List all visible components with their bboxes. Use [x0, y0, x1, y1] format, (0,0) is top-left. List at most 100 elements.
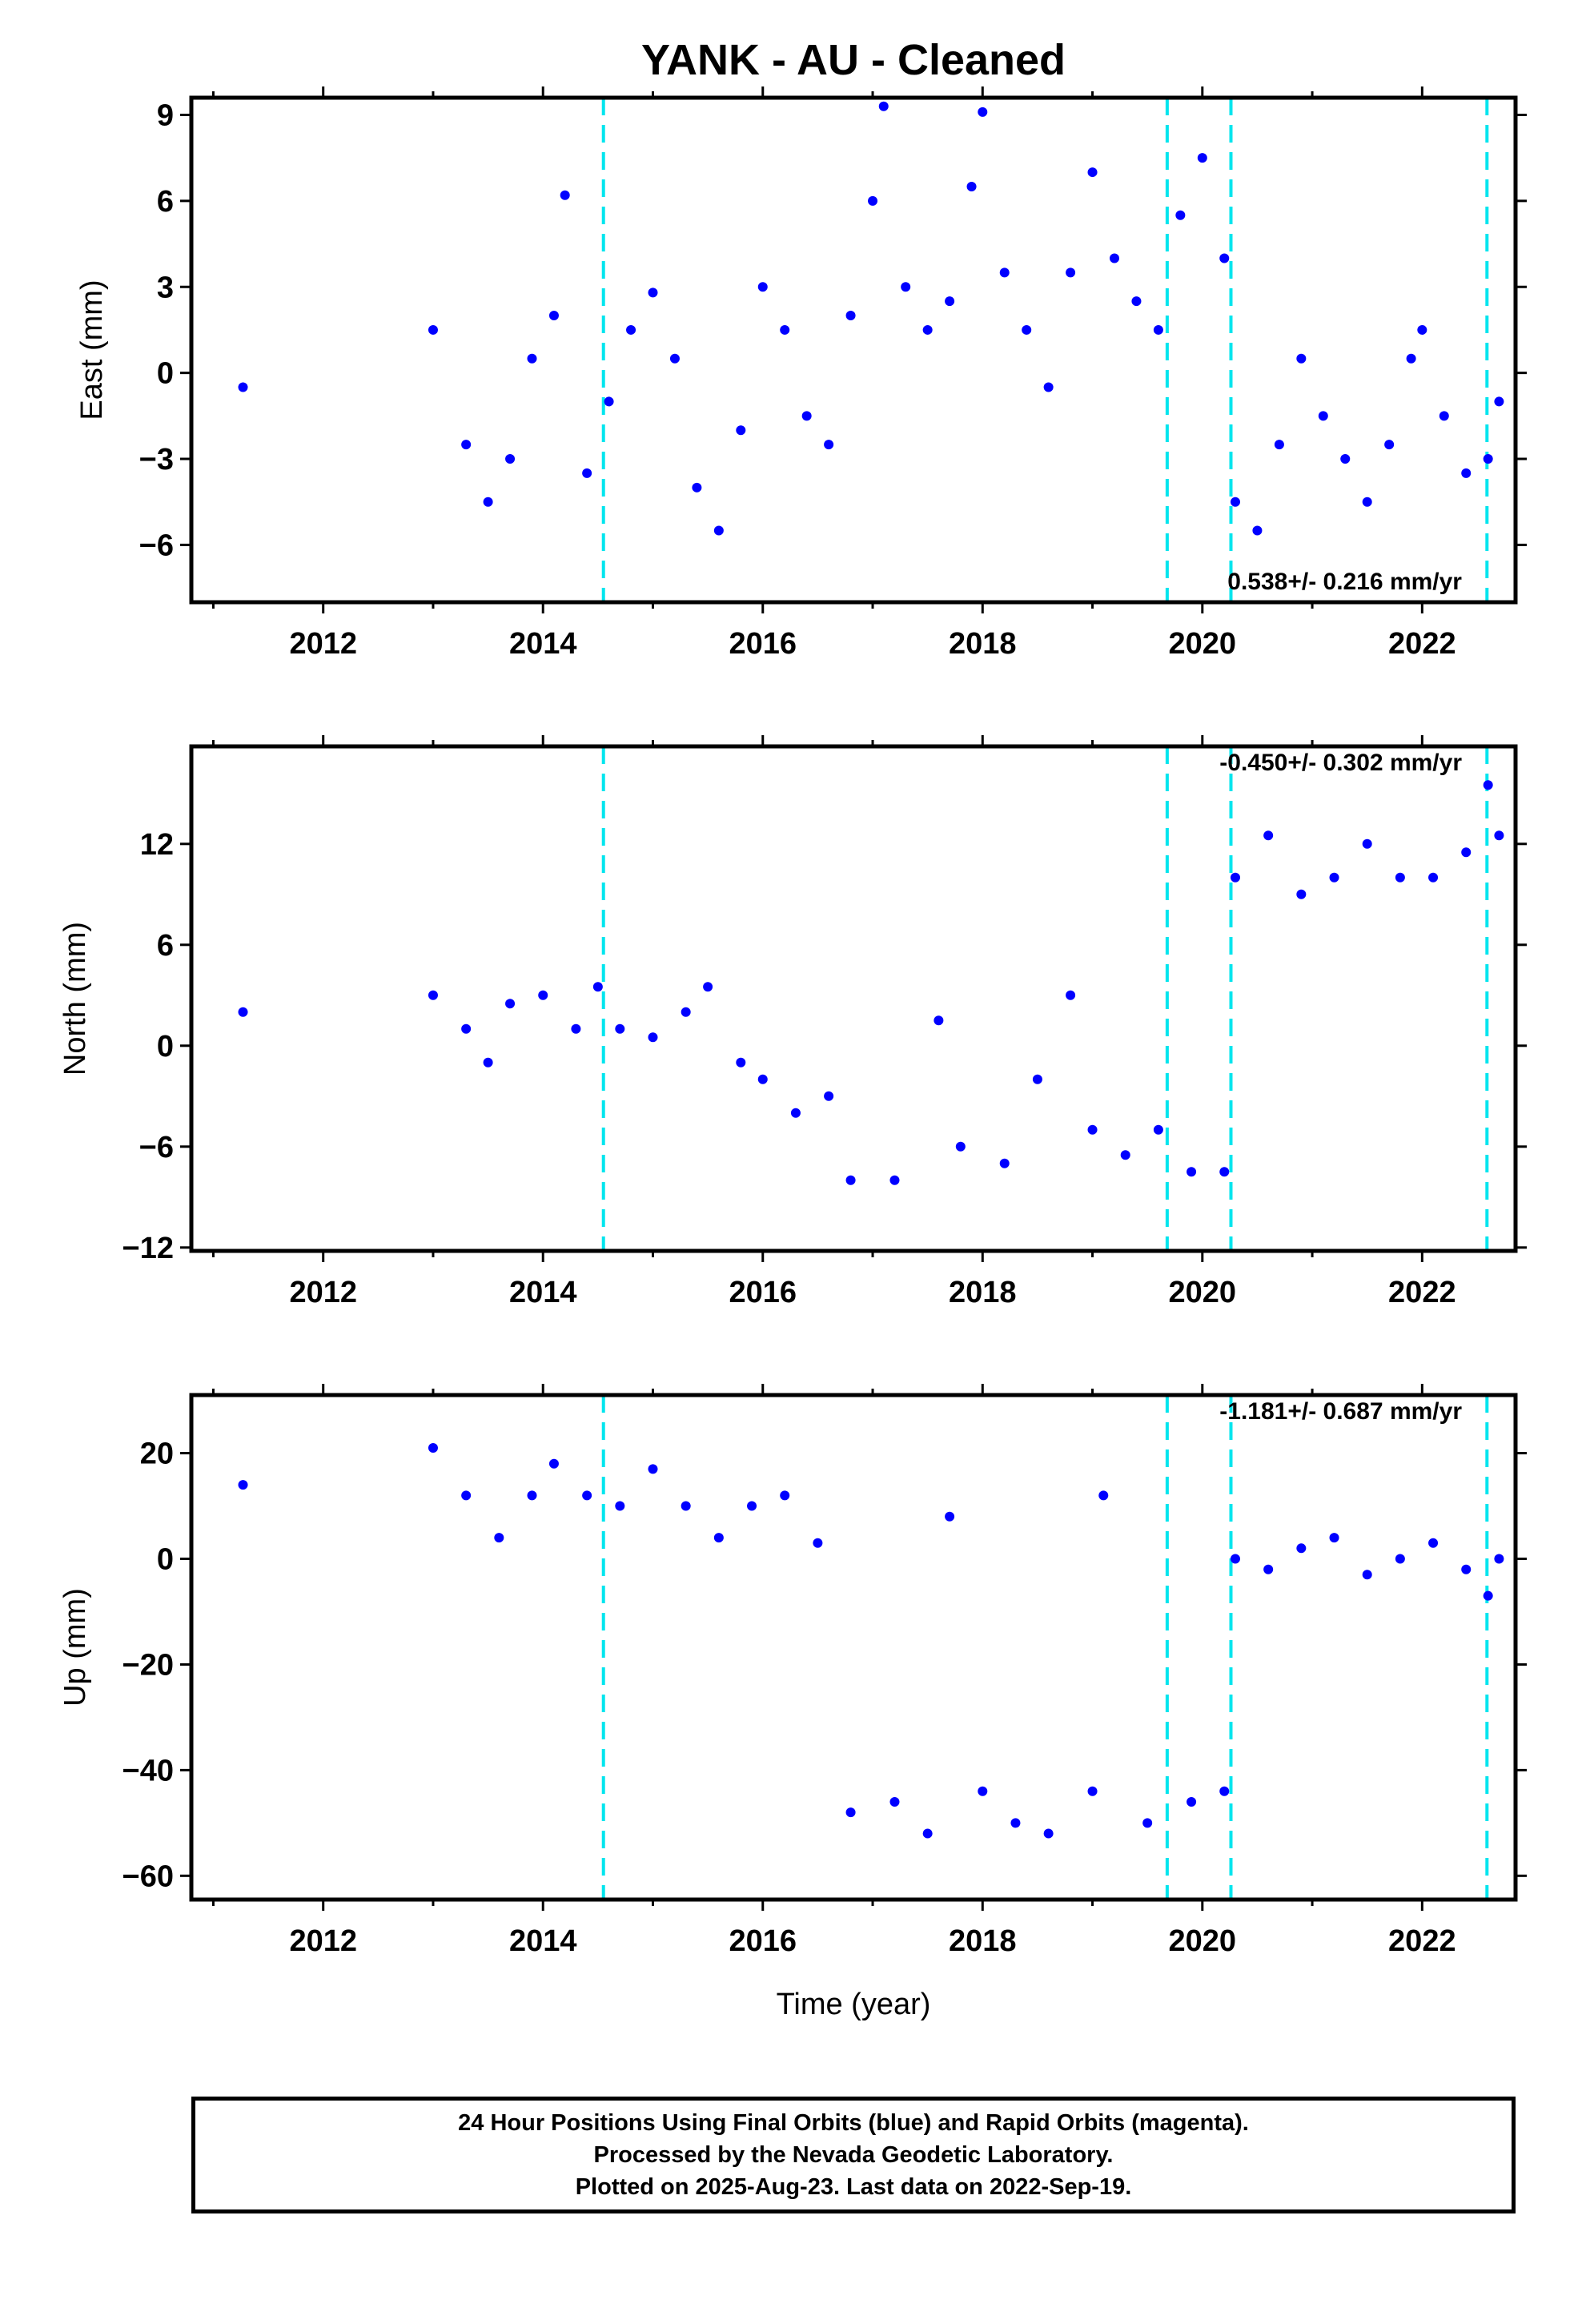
- north-data-point: [538, 990, 548, 1000]
- north-x-tick-label: 2016: [729, 1276, 797, 1309]
- north-data-point: [1032, 1074, 1042, 1084]
- north-data-point: [1263, 830, 1274, 841]
- east-data-point: [1406, 353, 1416, 364]
- east-data-point: [1022, 324, 1032, 335]
- east-data-point: [1483, 454, 1493, 464]
- north-data-point: [648, 1032, 658, 1043]
- north-data-point: [681, 1007, 691, 1017]
- east-data-point: [1296, 353, 1307, 364]
- east-data-point: [1219, 253, 1230, 263]
- east-data-point: [428, 324, 438, 335]
- up-plot-frame: [189, 1393, 1518, 1902]
- east-data-point: [560, 190, 570, 200]
- north-data-point: [999, 1158, 1010, 1168]
- east-data-point: [945, 296, 955, 307]
- east-data-point: [1175, 210, 1186, 220]
- north-data-point: [955, 1141, 966, 1152]
- north-data-point: [483, 1057, 493, 1068]
- east-data-point: [1153, 324, 1163, 335]
- up-data-point: [1329, 1533, 1339, 1543]
- north-data-point: [1120, 1150, 1130, 1160]
- north-data-point: [1461, 847, 1472, 858]
- east-y-tick-label: −6: [139, 529, 174, 562]
- north-data-point: [615, 1023, 625, 1034]
- north-data-point: [757, 1074, 768, 1084]
- east-plot-frame: [189, 95, 1518, 605]
- east-data-point: [548, 311, 559, 321]
- up-data-point: [813, 1538, 823, 1548]
- east-data-point: [238, 382, 248, 392]
- north-rate-label: -0.450+/- 0.302 mm/yr: [1219, 750, 1462, 776]
- up-x-tick-label: 2018: [949, 1924, 1017, 1958]
- north-data-point: [824, 1091, 834, 1101]
- east-data-point: [1340, 454, 1351, 464]
- east-panel: 2012 2014 2016 2018 2020 2022 9 6 3 0 −3 −6 East (mm…: [75, 86, 1527, 661]
- up-data-point: [1186, 1796, 1197, 1807]
- east-data-point: [626, 324, 636, 335]
- up-data-point: [1461, 1564, 1472, 1574]
- east-y-tick-label: 0: [157, 357, 174, 391]
- east-data-point: [922, 324, 933, 335]
- up-x-tick-label: 2020: [1169, 1924, 1237, 1958]
- east-data-point: [1066, 267, 1076, 278]
- east-data-point: [1197, 153, 1207, 163]
- north-x-tick-label: 2022: [1388, 1276, 1456, 1309]
- up-data-point: [1483, 1590, 1493, 1601]
- up-y-tick-label: 20: [140, 1437, 174, 1471]
- up-data-point: [548, 1458, 559, 1469]
- up-y-tick-label: −20: [122, 1648, 174, 1682]
- east-data-point: [757, 282, 768, 292]
- east-data-point: [801, 411, 812, 421]
- north-y-tick-label: −12: [122, 1232, 174, 1265]
- east-data-point: [713, 525, 724, 536]
- east-data-point: [1131, 296, 1142, 307]
- east-x-tick-label: 2020: [1169, 627, 1237, 661]
- east-x-tick-label: 2014: [509, 627, 577, 661]
- caption-box: 24 Hour Positions Using Final Orbits (bl…: [191, 2097, 1516, 2213]
- up-data-point: [527, 1490, 537, 1501]
- up-data-point: [780, 1490, 790, 1501]
- east-data-point: [978, 107, 988, 117]
- up-data-point: [648, 1464, 658, 1474]
- north-data-point: [1494, 830, 1504, 841]
- east-y-tick-label: 3: [157, 271, 174, 304]
- east-data-point: [868, 195, 878, 206]
- east-data-point: [1230, 497, 1240, 507]
- east-data-point: [1384, 440, 1395, 450]
- east-data-point: [999, 267, 1010, 278]
- east-data-point: [1318, 411, 1328, 421]
- north-plot-frame: [189, 744, 1518, 1253]
- up-data-point: [1362, 1570, 1372, 1580]
- east-data-point: [1362, 497, 1372, 507]
- north-data-point: [1153, 1124, 1163, 1135]
- north-data-point: [1329, 872, 1339, 883]
- up-data-point: [1043, 1828, 1054, 1839]
- north-x-tick-label: 2014: [509, 1276, 577, 1309]
- up-y-tick-label: 0: [157, 1543, 174, 1577]
- north-data-point: [505, 999, 516, 1009]
- up-data-point: [1395, 1554, 1405, 1564]
- north-data-point: [428, 990, 438, 1000]
- north-x-tick-label: 2012: [289, 1276, 357, 1309]
- up-x-tick-label: 2012: [289, 1924, 357, 1958]
- east-data-point: [692, 482, 702, 493]
- north-data-point: [845, 1175, 856, 1185]
- east-data-point: [780, 324, 790, 335]
- north-data-point: [1296, 889, 1307, 899]
- north-data-point: [1428, 872, 1439, 883]
- up-data-point: [1428, 1538, 1439, 1548]
- up-data-point: [1010, 1818, 1021, 1828]
- up-data-point: [1098, 1490, 1109, 1501]
- east-data-point: [1252, 525, 1263, 536]
- east-data-point: [582, 468, 592, 478]
- up-data-point: [845, 1807, 856, 1818]
- north-panel: 2012 2014 2016 2018 2020 2022 12 6 0 −6 −12 North (…: [58, 735, 1527, 1309]
- east-data-point: [461, 440, 472, 450]
- east-x-tick-label: 2022: [1388, 627, 1456, 661]
- up-data-point: [978, 1786, 988, 1796]
- east-data-point: [736, 425, 746, 436]
- east-data-point: [845, 311, 856, 321]
- up-data-point: [1230, 1554, 1240, 1564]
- up-rate-label: -1.181+/- 0.687 mm/yr: [1219, 1398, 1462, 1425]
